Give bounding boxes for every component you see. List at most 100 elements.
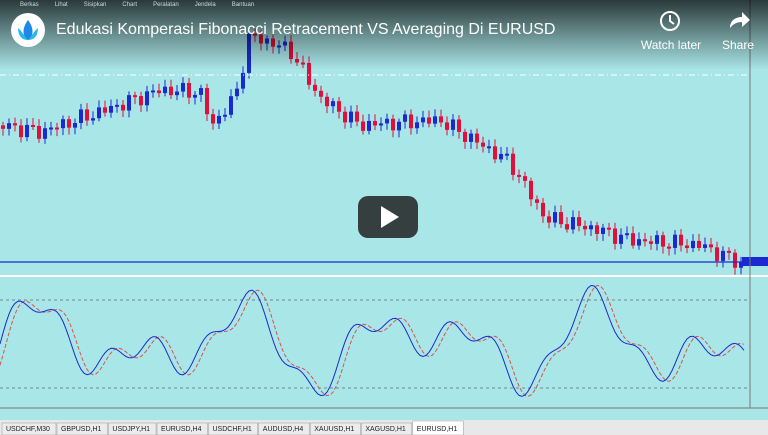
candle	[373, 120, 377, 126]
tab-box	[108, 422, 157, 435]
candle	[565, 224, 569, 230]
candle	[505, 153, 509, 156]
chart-tab[interactable]: EURUSD,H4	[156, 422, 208, 435]
share-label: Share	[722, 38, 754, 52]
candle	[103, 107, 107, 113]
candle	[679, 234, 683, 246]
candle	[589, 225, 593, 230]
menu-item[interactable]: Jendela	[195, 2, 217, 8]
candle	[475, 133, 479, 143]
chart-tab[interactable]: EURUSD,H1	[412, 420, 464, 435]
menu-item[interactable]: Peralatan	[153, 2, 179, 8]
tab-box	[412, 420, 464, 435]
tab-label: GBPUSD,H1	[61, 426, 102, 433]
candle	[199, 88, 203, 95]
menu-item[interactable]: Chart	[122, 2, 137, 8]
chart-tab[interactable]: XAGUSD,H1	[361, 422, 413, 435]
stochastic	[0, 284, 745, 397]
candle	[235, 88, 239, 97]
candle	[37, 126, 41, 139]
candle	[55, 127, 59, 130]
candle	[553, 212, 557, 223]
tab-label: EURUSD,H1	[417, 426, 458, 433]
candle	[133, 95, 137, 98]
menu-item[interactable]: Sisipkan	[84, 2, 107, 8]
chart-tab[interactable]: AUDUSD,H4	[258, 422, 310, 435]
candle	[535, 199, 539, 203]
tab-box	[208, 422, 259, 435]
candle	[367, 120, 371, 131]
candle	[331, 101, 335, 107]
candle	[709, 244, 713, 248]
tab-label: XAGUSD,H1	[365, 426, 406, 433]
tab-label: USDCHF,M30	[6, 426, 50, 433]
menu-item[interactable]: Lihat	[55, 2, 68, 8]
candle	[481, 142, 485, 147]
tab-box	[258, 422, 310, 435]
candle	[595, 225, 599, 234]
candle	[433, 116, 437, 124]
chart-tab[interactable]: USDCHF,M30	[1, 422, 57, 435]
candle	[403, 114, 407, 122]
menu-item[interactable]: Bantuan	[232, 2, 254, 8]
chart-tab[interactable]: USDCHF,H1	[208, 422, 259, 435]
candle	[19, 125, 23, 138]
tab-box	[1, 422, 57, 435]
signal-line	[0, 284, 745, 397]
menu-bar: Berkas Lihat Sisipkan Chart Peralatan Jendela…	[20, 2, 254, 8]
candle	[421, 117, 425, 123]
candle	[319, 90, 323, 97]
title-shade	[0, 0, 768, 70]
candle	[91, 118, 95, 121]
candle	[229, 96, 233, 115]
candle	[613, 228, 617, 244]
chart-tab[interactable]: XAUUSD,H1	[309, 422, 361, 435]
candle	[325, 96, 329, 107]
candle	[127, 95, 131, 111]
tab-box	[361, 422, 413, 435]
candle	[583, 225, 587, 230]
candle	[397, 121, 401, 131]
candle	[343, 111, 347, 123]
chart-tab[interactable]: GBPUSD,H1	[56, 422, 108, 435]
channel-logo[interactable]	[11, 13, 45, 47]
candle	[241, 72, 245, 89]
candle	[109, 105, 113, 113]
candle	[469, 133, 473, 142]
candle	[175, 91, 179, 96]
candle	[547, 216, 551, 223]
price-chart	[1, 27, 743, 275]
candle	[415, 122, 419, 129]
menu-item[interactable]: Berkas	[20, 2, 39, 8]
tab-label: USDJPY,H1	[112, 426, 150, 433]
candle	[193, 94, 197, 98]
candle	[631, 233, 635, 246]
candle	[559, 212, 563, 225]
share[interactable]: Share	[722, 12, 754, 52]
chart-tab[interactable]: USDJPY,H1	[108, 422, 157, 435]
candle	[355, 111, 359, 122]
candle	[571, 217, 575, 230]
tab-label: AUDUSD,H4	[263, 426, 304, 433]
tab-box	[156, 422, 208, 435]
candle	[85, 109, 89, 121]
price-tag	[742, 257, 768, 266]
candle	[619, 234, 623, 244]
candle	[1, 125, 5, 129]
candle	[73, 123, 77, 128]
candle	[67, 119, 71, 128]
candle	[217, 115, 221, 124]
candle	[457, 119, 461, 132]
candle	[349, 111, 353, 123]
candle	[493, 146, 497, 160]
video-title[interactable]: Edukasi Komperasi Fibonacci Retracement …	[56, 21, 555, 38]
watch-later[interactable]: Watch later	[641, 11, 701, 52]
candle	[151, 90, 155, 93]
candle	[601, 227, 605, 234]
candle	[187, 82, 191, 98]
candle	[733, 252, 737, 268]
play-button[interactable]	[358, 196, 418, 238]
watch-later-label: Watch later	[641, 38, 701, 52]
candle	[223, 114, 227, 117]
